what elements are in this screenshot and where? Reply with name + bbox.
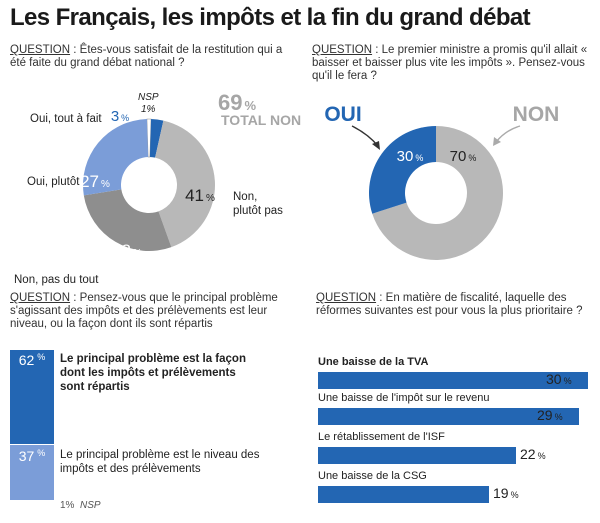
bar-niveau: 37% [10, 444, 54, 500]
arrow-non-head [493, 137, 501, 146]
bar-repartition: 62% [10, 350, 54, 444]
bar-label-isf: Le rétablissement de l'ISF [318, 431, 445, 443]
question-label: QUESTION [316, 292, 377, 304]
bar-impot-revenu [318, 408, 579, 425]
bar-value-isf: 22% [520, 446, 546, 462]
label-non: NON [513, 103, 560, 126]
nsp-label: NSP [80, 500, 101, 511]
value-nsp: 1% [141, 104, 156, 115]
bar-label-impot-revenu: Une baisse de l'impôt sur le revenu [318, 392, 490, 404]
question-text: : Le premier ministre a promis qu'il all… [312, 44, 588, 82]
label-oui-tout-a-fait: Oui, tout à fait [30, 113, 102, 125]
question-label: QUESTION [10, 292, 71, 304]
arrow-oui [351, 125, 379, 147]
bar-label-niveau: Le principal problème est le niveau des … [60, 448, 260, 475]
bar-value: 37 [18, 447, 35, 464]
question-premier-ministre: QUESTION : Le premier ministre a promis … [312, 44, 592, 83]
bar-value-impot-revenu: 29% [537, 407, 563, 423]
question-label: QUESTION [312, 44, 373, 56]
label-non-pas-du-tout: Non, pas du tout [14, 274, 99, 286]
bar-label-repartition: Le principal problème est la façon dont … [60, 353, 246, 393]
slice-oui-plutot [83, 119, 149, 196]
nsp-value: 1% [60, 500, 75, 511]
label-non-plutot-pas: Non, [233, 191, 257, 203]
question-text: : En matière de fiscalité, laquelle des … [316, 292, 583, 317]
question-label: QUESTION [10, 44, 71, 56]
bar-label-tva: Une baisse de la TVA [318, 356, 429, 368]
nsp-note: 1% NSP [60, 500, 101, 511]
arrow-oui-head [372, 141, 380, 150]
slice-nsp [146, 118, 152, 158]
value-non: 70% [450, 148, 477, 165]
question-text: : Êtes-vous satisfait de la restitution … [10, 44, 283, 69]
label-nsp: NSP [138, 92, 159, 103]
label-oui-plutot: Oui, plutôt [27, 176, 80, 188]
bar-csg [318, 486, 489, 503]
bar-value: 62 [18, 352, 35, 368]
arrow-non [495, 125, 521, 143]
bar-value-tva: 30% [546, 371, 572, 387]
total-non-label: TOTAL NON [221, 112, 301, 128]
bar-label-csg: Une baisse de la CSG [318, 470, 427, 482]
question-text: : Pensez-vous que le principal problème … [10, 292, 278, 330]
question-fiscalite: QUESTION : En matière de fiscalité, laqu… [316, 292, 592, 318]
label-oui: OUI [324, 103, 361, 126]
slice-oui [369, 126, 436, 214]
value-oui: 30% [397, 148, 424, 165]
question-principal-probleme: QUESTION : Pensez-vous que le principal … [10, 292, 300, 331]
slice-non-plutot-pas [155, 120, 216, 248]
bar-value-csg: 19% [493, 485, 519, 501]
slice-non [372, 126, 503, 260]
total-non-value: 69% [218, 90, 256, 115]
question-satisfaction: QUESTION : Êtes-vous satisfait de la res… [10, 44, 300, 70]
slice-non-pas-du-tout [83, 189, 172, 251]
page-title: Les Français, les impôts et la fin du gr… [10, 4, 531, 31]
label-non-plutot-pas: plutôt pas [233, 205, 283, 217]
slice-oui-tout-a-fait [149, 119, 164, 158]
bar-isf [318, 447, 516, 464]
bar-tva [318, 372, 588, 389]
